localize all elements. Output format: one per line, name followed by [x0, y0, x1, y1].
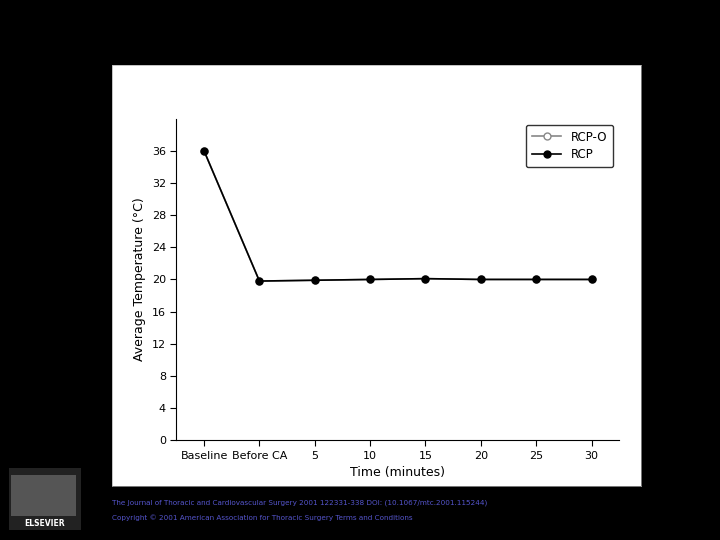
X-axis label: Time (minutes): Time (minutes) [351, 466, 445, 479]
Text: The Journal of Thoracic and Cardiovascular Surgery 2001 122331-338 DOI: (10.1067: The Journal of Thoracic and Cardiovascul… [112, 500, 487, 506]
RCP-O [532, 276, 541, 283]
RCP-O [310, 277, 319, 284]
RCP [477, 276, 485, 283]
RCP-O [421, 275, 430, 282]
RCP [588, 276, 596, 283]
Y-axis label: Average Temperature (°C): Average Temperature (°C) [133, 198, 146, 361]
RCP [199, 148, 208, 154]
RCP [310, 277, 319, 284]
RCP [366, 276, 374, 283]
Line: RCP: RCP [201, 147, 595, 285]
RCP-O [199, 148, 208, 154]
RCP-O [366, 276, 374, 283]
RCP-O [255, 278, 264, 284]
Legend: RCP-O, RCP: RCP-O, RCP [526, 125, 613, 167]
RCP-O [588, 276, 596, 283]
Text: Fig 1: Fig 1 [342, 30, 378, 45]
Text: Copyright © 2001 American Association for Thoracic Surgery Terms and Conditions: Copyright © 2001 American Association fo… [112, 514, 413, 521]
RCP [532, 276, 541, 283]
RCP [255, 278, 264, 284]
Text: ELSEVIER: ELSEVIER [24, 519, 65, 528]
RCP [421, 275, 430, 282]
Line: RCP-O: RCP-O [201, 147, 595, 285]
RCP-O [477, 276, 485, 283]
